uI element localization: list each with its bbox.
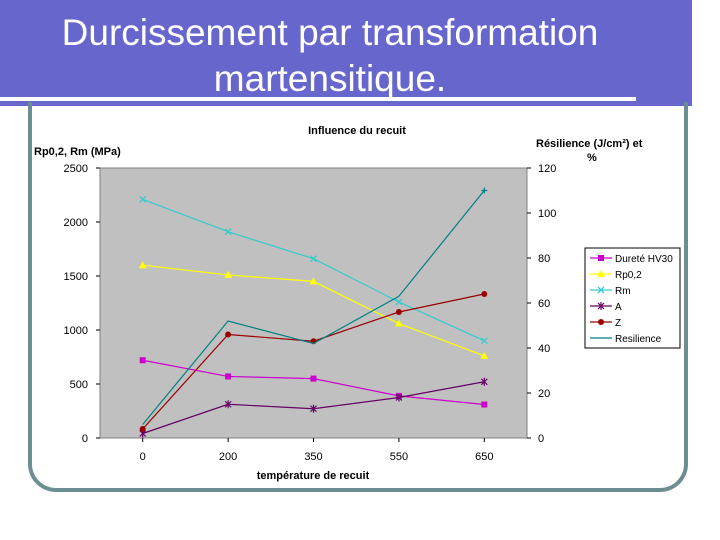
legend-marker (597, 270, 605, 277)
data-point-z (481, 291, 488, 297)
series-rp0-2 (138, 261, 489, 359)
legend-label: Rm (615, 286, 631, 297)
title-right-strip (692, 0, 720, 106)
data-point-resilience (481, 187, 488, 194)
legend-label: Z (615, 318, 621, 329)
y-right-tick-label: 80 (538, 253, 550, 265)
data-point-rp0-2 (309, 277, 318, 285)
legend-item-z: Z (590, 318, 621, 329)
series-a (139, 377, 488, 438)
legend-item-rp0-2: Rp0,2 (590, 270, 642, 281)
legend-marker (598, 255, 604, 261)
y-left-tick-label: 1500 (64, 271, 88, 283)
legend-label: Dureté HV30 (615, 254, 673, 265)
y-right-tick-label: 60 (538, 298, 550, 310)
data-point-a (480, 377, 488, 386)
x-axis-label: température de recuit (257, 470, 370, 482)
legend-marker (597, 302, 605, 310)
legend-marker (597, 286, 605, 294)
legend-items: Dureté HV30 Rp0,2 Rm AZ Resilience (590, 254, 673, 345)
data-point-rp0-2 (480, 351, 489, 359)
axes-layer: 0 500 1000 1500 2000 2500 0 20 40 60 80 100 120 0 200 3… (64, 163, 557, 463)
y-right-tick-label: 100 (538, 208, 556, 220)
y-right-tick-label: 40 (538, 343, 550, 355)
legend-label: Rp0,2 (615, 270, 642, 281)
slide-title-line2: martensitique. (213, 58, 447, 99)
plot-area (99, 167, 528, 439)
y-right-tick-label: 0 (538, 433, 544, 445)
legend-item-rm: Rm (590, 286, 631, 297)
data-point-duret-hv30 (225, 373, 232, 380)
data-point-a (310, 404, 317, 413)
data-point-a (224, 400, 232, 409)
series-resilience (142, 187, 488, 425)
y-axis-left-label: Rp0,2, Rm (MPa) (34, 146, 121, 158)
data-point-z (225, 331, 232, 338)
data-point-rm (310, 255, 317, 263)
legend-box (584, 247, 681, 349)
data-point-rm (224, 228, 232, 236)
data-point-rm (395, 298, 403, 306)
slide-title: Durcissement par transformation martensi… (0, 10, 660, 102)
legend: Dureté HV30 Rp0,2 Rm AZ Resilience (584, 247, 681, 349)
y-axis-right-label-line1: Résilience (J/cm²) et (536, 138, 643, 150)
legend-item-duret-hv30: Dureté HV30 (590, 254, 673, 265)
series-rm (139, 195, 488, 345)
legend-label: Resilience (615, 334, 662, 345)
title-underline (0, 97, 636, 101)
series-z (139, 291, 488, 432)
x-tick-label: 550 (390, 451, 408, 463)
y-left-tick-label: 2000 (64, 217, 88, 229)
series-line-resilience (142, 190, 485, 425)
series-layer (138, 187, 489, 438)
y-axis-right-label-line2: % (587, 152, 597, 164)
data-point-duret-hv30 (139, 357, 146, 364)
data-point-a (395, 393, 403, 402)
y-right-tick-label: 20 (538, 388, 550, 400)
x-tick-label: 0 (140, 451, 146, 463)
data-point-rm (139, 195, 147, 203)
y-left-tick-label: 2500 (64, 163, 88, 175)
data-point-rm (480, 337, 488, 345)
legend-marker (598, 319, 604, 325)
legend-item-resilience: Resilience (590, 334, 662, 345)
legend-label: A (615, 302, 622, 313)
data-point-duret-hv30 (310, 375, 317, 382)
data-point-rp0-2 (394, 319, 403, 327)
legend-item-a: A (590, 302, 622, 313)
x-tick-label: 200 (219, 451, 237, 463)
content-frame (28, 102, 688, 492)
x-tick-label: 650 (475, 451, 493, 463)
slide-title-line1: Durcissement par transformation (61, 12, 599, 53)
x-tick-label: 350 (304, 451, 322, 463)
title-bar: Durcissement par transformation martensi… (0, 0, 692, 106)
data-point-rp0-2 (138, 261, 147, 269)
y-left-tick-label: 500 (70, 379, 88, 391)
y-right-tick-label: 120 (538, 163, 556, 175)
data-point-z (139, 426, 146, 432)
y-left-tick-label: 1000 (64, 325, 88, 337)
data-point-z (395, 309, 402, 315)
data-point-rp0-2 (224, 270, 233, 278)
y-left-tick-label: 0 (82, 433, 88, 445)
data-point-duret-hv30 (481, 401, 488, 408)
chart-title: Influence du recuit (308, 125, 406, 137)
